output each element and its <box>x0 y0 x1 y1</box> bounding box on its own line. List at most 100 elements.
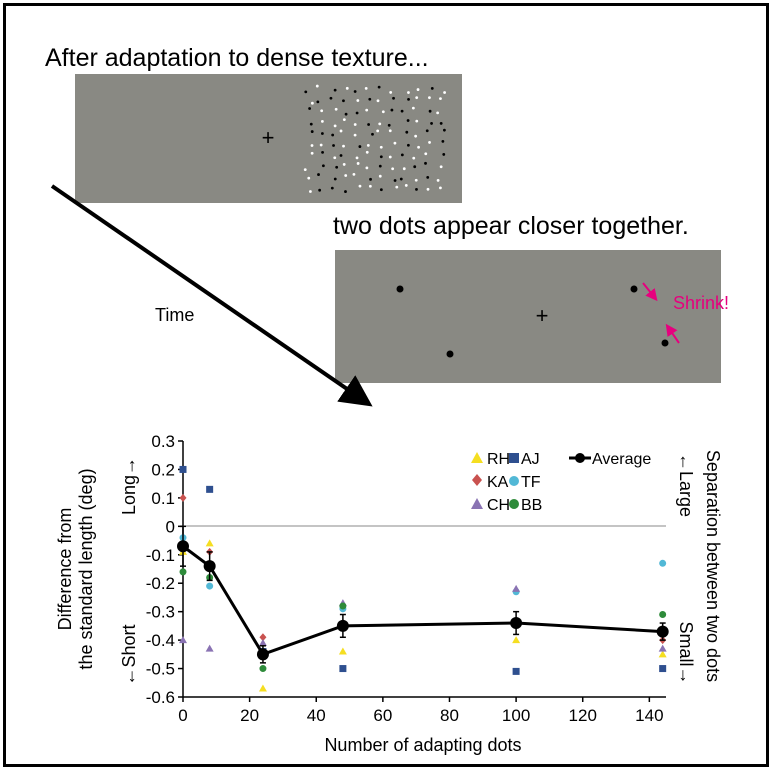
average-point <box>256 648 269 661</box>
legend-label-tf: TF <box>521 474 541 491</box>
data-point-aj <box>512 667 520 675</box>
adapting-dot <box>333 124 337 128</box>
adapting-dot <box>439 186 442 190</box>
data-point-aj <box>179 465 187 473</box>
adapting-dot <box>304 90 308 94</box>
adapting-dot <box>430 122 433 125</box>
right-label-large: ←Large <box>676 453 696 517</box>
y-tick-label: -0.6 <box>146 688 175 707</box>
adapting-dot <box>393 141 397 145</box>
data-point-rh <box>258 684 267 692</box>
adapting-dot <box>365 108 369 112</box>
legend: RH AJ Average KA TF CH BB <box>471 451 651 514</box>
adapting-dot <box>353 133 357 137</box>
adapting-dot <box>303 168 307 172</box>
adapting-dot <box>316 100 320 104</box>
adapting-dot <box>368 97 372 101</box>
x-tick-label: 100 <box>502 706 530 725</box>
adapting-dot <box>439 121 443 125</box>
data-point-rh <box>512 636 521 644</box>
x-ticks: 0 20 40 60 80 100 120 140 <box>178 697 664 725</box>
data-point-aj <box>659 665 667 673</box>
y-tick-label: -0.2 <box>146 574 175 593</box>
adapting-dot <box>387 123 391 127</box>
y-label-line2: the standard length (deg) <box>76 468 96 669</box>
adapting-dot <box>309 190 312 193</box>
data-point-tf <box>659 559 667 567</box>
legend-marker-ka <box>472 474 482 486</box>
adapting-dot <box>320 109 324 113</box>
test-dot <box>396 285 404 293</box>
adapting-dot <box>344 112 348 116</box>
y-tick-label: 0.2 <box>151 460 175 479</box>
x-tick-label: 0 <box>178 706 187 725</box>
adapting-dot <box>443 91 446 94</box>
y-label-line1: Difference from <box>55 508 75 631</box>
y-tick-label: 0.1 <box>151 489 175 508</box>
adapting-dot <box>378 164 382 168</box>
x-tick-label: 140 <box>635 706 663 725</box>
adapting-dot <box>436 178 440 182</box>
data-point-tf <box>206 582 214 590</box>
adapting-dot <box>332 144 335 147</box>
adapting-dot <box>417 145 420 149</box>
adapting-dot <box>365 166 369 170</box>
data-point-aj <box>339 665 347 673</box>
adapting-dot <box>393 179 397 182</box>
adapting-dot <box>369 177 372 181</box>
adapting-dot <box>406 143 410 147</box>
data-point-rh <box>338 647 347 655</box>
adapting-dot <box>321 150 324 154</box>
y-label-short: ←Short <box>119 624 139 685</box>
average-point <box>203 560 216 573</box>
x-axis-label: Number of adapting dots <box>324 735 521 755</box>
legend-marker-tf <box>509 476 519 486</box>
adapting-dot <box>389 91 393 94</box>
adapting-dot <box>318 188 322 192</box>
heading-test: two dots appear closer together. <box>333 212 689 240</box>
legend-label-bb: BB <box>521 497 542 514</box>
adapting-dot <box>395 185 399 189</box>
adapting-dot <box>425 129 429 133</box>
adapting-dot <box>330 186 334 190</box>
data-point-ch <box>258 638 267 646</box>
legend-marker-aj <box>509 453 519 463</box>
average-point <box>510 617 523 630</box>
adaptation-stimulus-panel <box>75 74 462 203</box>
heading-adaptation: After adaptation to dense texture... <box>45 44 429 72</box>
adapting-dot <box>439 97 442 101</box>
adapting-dot <box>352 172 356 176</box>
adapting-dot <box>381 110 385 114</box>
data-point-rh <box>658 650 667 658</box>
data-point-ka <box>259 633 267 642</box>
adapting-dot <box>365 150 369 154</box>
adapting-dot <box>411 106 415 110</box>
adapting-dot <box>339 154 343 157</box>
adapting-dot <box>344 190 347 193</box>
adapting-dot <box>399 177 403 181</box>
average-line <box>182 545 663 657</box>
adapting-dot <box>358 145 362 148</box>
y-tick-label: 0.3 <box>151 432 175 451</box>
average-point <box>177 540 189 553</box>
legend-label-rh: RH <box>487 451 510 468</box>
adapting-dot <box>412 156 416 160</box>
legend-marker-ch <box>471 498 483 509</box>
shrink-arrow-upper <box>642 282 658 302</box>
chart: 0.3 0.2 0.1 0 -0.1 -0.2 -0.3 -0.4 -0.5 -0.6 0 20 40… <box>55 432 723 755</box>
legend-label-average: Average <box>592 451 651 468</box>
adapting-dot <box>320 119 324 123</box>
adapting-dot <box>388 129 392 133</box>
adapting-dot <box>333 88 337 92</box>
x-tick-label: 40 <box>307 706 326 725</box>
adapting-dot <box>378 174 382 178</box>
adapting-dot <box>367 123 371 126</box>
adapting-dot <box>400 153 404 157</box>
y-tick-label: -0.1 <box>146 546 175 565</box>
time-arrow <box>50 184 373 407</box>
shrink-arrow-lower <box>665 323 680 344</box>
y-tick-label: 0 <box>166 517 175 536</box>
adapting-dot <box>443 128 446 132</box>
adapting-dot <box>404 184 408 187</box>
test-dot <box>661 339 669 347</box>
